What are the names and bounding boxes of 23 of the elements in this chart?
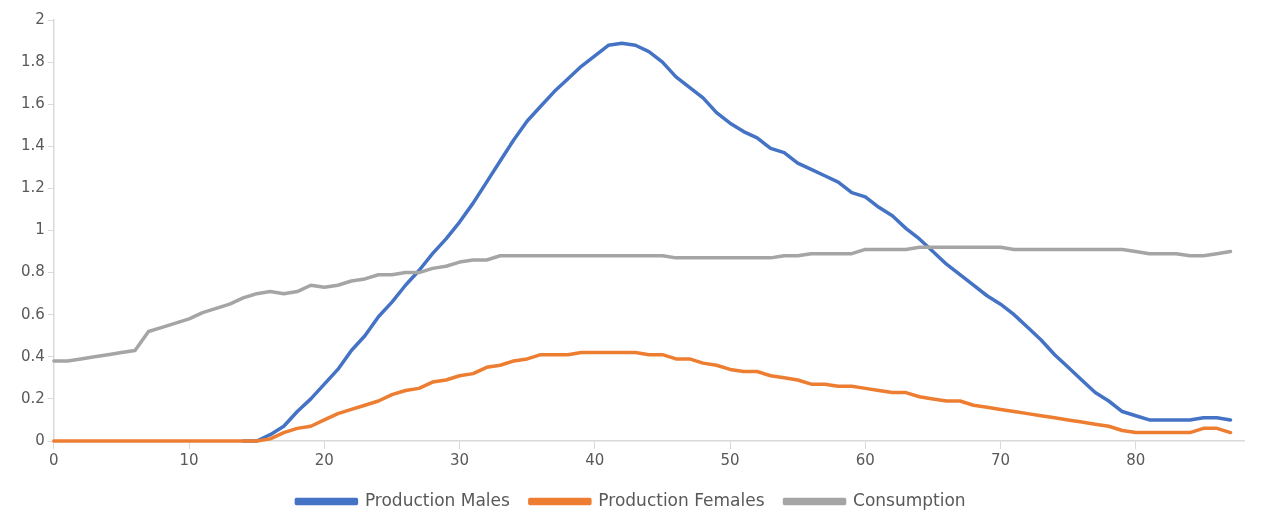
y-tick-label: 1.6 [21, 94, 45, 113]
legend-label: Production Males [364, 489, 510, 510]
y-tick-label: 0.6 [21, 304, 45, 323]
x-tick-label: 0 [49, 450, 59, 469]
x-tick-label: 70 [991, 450, 1011, 469]
y-tick-label: 0.2 [21, 388, 45, 407]
y-tick-label: 1.8 [21, 51, 45, 70]
y-tick-label: 1 [35, 220, 45, 239]
x-tick-label: 20 [314, 450, 334, 469]
x-tick-label: 40 [585, 450, 605, 469]
y-tick-label: 1.4 [21, 136, 45, 155]
y-tick-label: 0 [35, 430, 45, 449]
y-tick-label: 0.4 [21, 346, 45, 365]
x-tick-label: 50 [720, 450, 740, 469]
y-tick-label: 0.8 [21, 262, 45, 281]
x-tick-label: 80 [1126, 450, 1146, 469]
y-tick-label: 2 [35, 9, 45, 28]
x-tick-label: 60 [855, 450, 875, 469]
legend-label: Consumption [853, 489, 966, 510]
x-tick-label: 30 [450, 450, 470, 469]
y-tick-label: 1.2 [21, 178, 45, 197]
legend-label: Production Females [598, 489, 765, 510]
x-tick-label: 10 [179, 450, 199, 469]
